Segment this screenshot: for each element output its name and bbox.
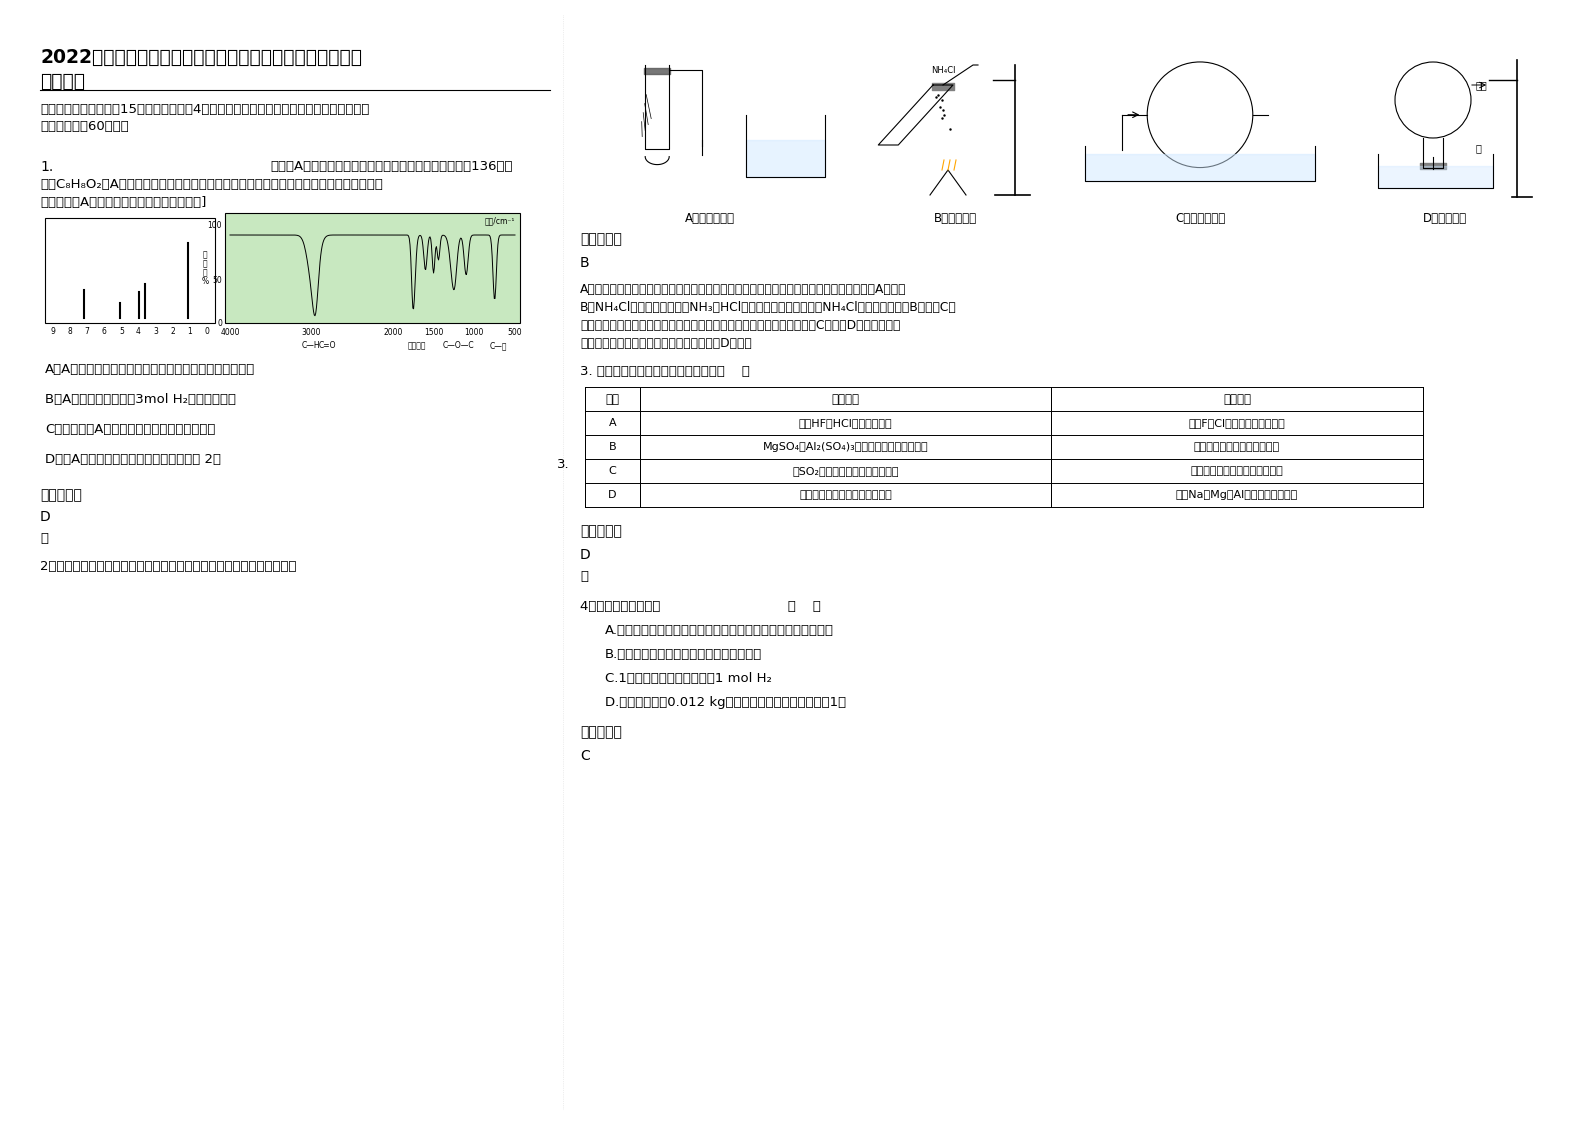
Text: C．吸收氮尾气: C．吸收氮尾气 [1174, 212, 1225, 226]
Text: 实验目的: 实验目的 [1224, 393, 1251, 405]
Text: 水: 水 [1476, 142, 1482, 153]
Text: 参考答案：: 参考答案： [40, 488, 83, 502]
Text: NH₄Cl: NH₄Cl [930, 66, 955, 75]
Text: A、用手握住试管，试管内气体受热膨胀，插入水中的导气管端有气泡产生，则气密性好，A正确。: A、用手握住试管，试管内气体受热膨胀，插入水中的导气管端有气泡产生，则气密性好，… [579, 283, 906, 296]
Text: B、NH₄Cl固体加热分解生成NH₃和HCl，在试管口冷却又结合成NH₄Cl，得不到氮气，B错误。C、: B、NH₄Cl固体加热分解生成NH₃和HCl，在试管口冷却又结合成NH₄Cl，得… [579, 301, 957, 314]
Text: 参考答案：: 参考答案： [579, 524, 622, 539]
Text: B．A在一定条件下可与3mol H₂发生加成反应: B．A在一定条件下可与3mol H₂发生加成反应 [44, 393, 236, 406]
Text: 3: 3 [154, 327, 159, 335]
Text: 4000: 4000 [221, 328, 240, 337]
Text: 透
过
率
%: 透 过 率 % [202, 250, 208, 286]
Text: C: C [579, 749, 590, 763]
Circle shape [1147, 62, 1252, 167]
Text: D．与A属于同类化合物的同分异构体只有 2种: D．与A属于同类化合物的同分异构体只有 2种 [44, 453, 221, 466]
Text: 2: 2 [170, 327, 175, 335]
Text: 序号: 序号 [606, 393, 619, 405]
Text: D.国际上规定，0.012 kg碳原子所含有的碳原子数目为1摩: D.国际上规定，0.012 kg碳原子所含有的碳原子数目为1摩 [605, 696, 846, 709]
Text: 比较F、Cl的非金属活泼性强弱: 比较F、Cl的非金属活泼性强弱 [1189, 419, 1285, 427]
Text: 4: 4 [136, 327, 141, 335]
Text: 钓、镁、铝分别入等浓度盐酸中: 钓、镁、铝分别入等浓度盐酸中 [800, 490, 892, 500]
Text: 1.: 1. [40, 160, 54, 174]
Text: C.1摩尔氨气分子可以表示为1 mol H₂: C.1摩尔氨气分子可以表示为1 mol H₂ [605, 672, 771, 686]
Text: 1: 1 [187, 327, 192, 335]
Text: 水，导致烧瓶内压强减小时可形成喷泉，故D正确。: 水，导致烧瓶内压强减小时可形成喷泉，故D正确。 [579, 337, 752, 350]
Text: 50: 50 [213, 276, 222, 285]
Text: 如图。关于A的下列说法中，不正确的是科网]: 如图。关于A的下列说法中，不正确的是科网] [40, 196, 206, 209]
Text: 6: 6 [102, 327, 106, 335]
Text: 将SO₂气体通入酸性确酸铜溶液中: 将SO₂气体通入酸性确酸铜溶液中 [792, 466, 898, 476]
Text: 参考答案：: 参考答案： [579, 725, 622, 739]
Text: 参考答案：: 参考答案： [579, 232, 622, 246]
Text: 比较Na、Mg、Al的金属活泼性强弱: 比较Na、Mg、Al的金属活泼性强弱 [1176, 490, 1298, 500]
Text: D．喷泉实验: D．喷泉实验 [1424, 212, 1466, 226]
Text: 题目要求，全60分。）: 题目要求，全60分。） [40, 120, 129, 134]
Text: 2．下列装置用于实验室制备氮气并做喷泉实验，不能达到实验目的的是: 2．下列装置用于实验室制备氮气并做喷泉实验，不能达到实验目的的是 [40, 560, 297, 573]
Text: 测定HF、HCl的燕点、沸点: 测定HF、HCl的燕点、沸点 [798, 419, 892, 427]
Text: 题含解析: 题含解析 [40, 72, 86, 91]
Text: 3. 下列实验操作与实验目的相符的是（    ）: 3. 下列实验操作与实验目的相符的是（ ） [579, 365, 751, 378]
Text: A: A [609, 419, 616, 427]
Text: 100: 100 [208, 221, 222, 230]
Text: MgSO₄、Al₂(SO₄)₃溶液中分别滴加过量氨水: MgSO₄、Al₂(SO₄)₃溶液中分别滴加过量氨水 [763, 442, 928, 452]
Text: B.摩尔是国际单位制中七个基本物理量之一: B.摩尔是国际单位制中七个基本物理量之一 [605, 649, 762, 661]
Text: B: B [579, 256, 590, 270]
Text: 3000: 3000 [302, 328, 321, 337]
Text: 3.: 3. [557, 458, 570, 470]
Bar [225, 213, 521, 323]
Text: 2000: 2000 [382, 328, 403, 337]
Text: 2022年安徽省芜湖市南陵县第一中学高一化学上学期期末试: 2022年安徽省芜湖市南陵县第一中学高一化学上学期期末试 [40, 48, 362, 67]
Text: 苯环骨架: 苯环骨架 [408, 341, 427, 350]
Text: 500: 500 [508, 328, 522, 337]
Text: 氮气易溶于水，容易引起倒吸，故可用球形干燥管代替玻璃管防止倒吸，C正确。D、氮气易溶于: 氮气易溶于水，容易引起倒吸，故可用球形干燥管代替玻璃管防止倒吸，C正确。D、氮气… [579, 319, 900, 332]
Text: 氢气: 氢气 [1476, 80, 1487, 90]
Text: D: D [608, 490, 617, 500]
Text: 9: 9 [51, 327, 56, 335]
Text: C—H: C—H [302, 341, 321, 350]
Text: 实验操作: 实验操作 [832, 393, 860, 405]
Text: 比较确、铜的非金属活泼性强弱: 比较确、铜的非金属活泼性强弱 [1190, 466, 1284, 476]
Text: C=O: C=O [319, 341, 336, 350]
Text: 化合物A经李比希法和质谱法分析得知其相对分子质量为136，分: 化合物A经李比希法和质谱法分析得知其相对分子质量为136，分 [270, 160, 513, 173]
Text: B: B [609, 442, 616, 452]
Text: A．检查气密性: A．检查气密性 [686, 212, 735, 226]
Text: C—ⓞ: C—ⓞ [490, 341, 508, 350]
Text: 5: 5 [119, 327, 124, 335]
Text: A.摩尔是把物质的质量和微观粒子数联系起来的一个基本物理量: A.摩尔是把物质的质量和微观粒子数联系起来的一个基本物理量 [605, 624, 835, 637]
Text: D: D [579, 548, 590, 562]
Bar [44, 218, 214, 323]
Text: A．A分子属于酯类化合物，在一定条件下能发生水解反应: A．A分子属于酯类化合物，在一定条件下能发生水解反应 [44, 364, 256, 376]
Text: 比较镁、铝的金属活泼性强弱: 比较镁、铝的金属活泼性强弱 [1193, 442, 1281, 452]
Text: 1500: 1500 [424, 328, 443, 337]
Text: D: D [40, 511, 51, 524]
Text: 略: 略 [40, 532, 48, 545]
Circle shape [1395, 62, 1471, 138]
Text: 1000: 1000 [465, 328, 484, 337]
Text: C: C [609, 466, 616, 476]
Text: C．符合题中A分子结构特征的有机物只有一种: C．符合题中A分子结构特征的有机物只有一种 [44, 423, 216, 436]
Text: 8: 8 [68, 327, 73, 335]
Text: B．制备氮气: B．制备氮气 [933, 212, 976, 226]
Text: 子式C₈H₈O₂。A分子中只含一个苯环且苯环上只有一个取代基，其核磁共振氢谱与红外光谱: 子式C₈H₈O₂。A分子中只含一个苯环且苯环上只有一个取代基，其核磁共振氢谱与红… [40, 178, 382, 191]
Text: 略: 略 [579, 570, 589, 583]
Text: 7: 7 [84, 327, 89, 335]
Text: 0: 0 [205, 327, 209, 335]
Text: C—O—C: C—O—C [443, 341, 475, 350]
Text: 一、单选题（本大题全15个小题，每小题4分。在每小题给出的四个选项中，只有一项符合: 一、单选题（本大题全15个小题，每小题4分。在每小题给出的四个选项中，只有一项符… [40, 103, 370, 116]
Text: 波数/cm⁻¹: 波数/cm⁻¹ [484, 217, 516, 226]
Text: 4．下列说法正确的是                              （    ）: 4．下列说法正确的是 （ ） [579, 600, 820, 613]
Text: 0: 0 [217, 319, 222, 328]
